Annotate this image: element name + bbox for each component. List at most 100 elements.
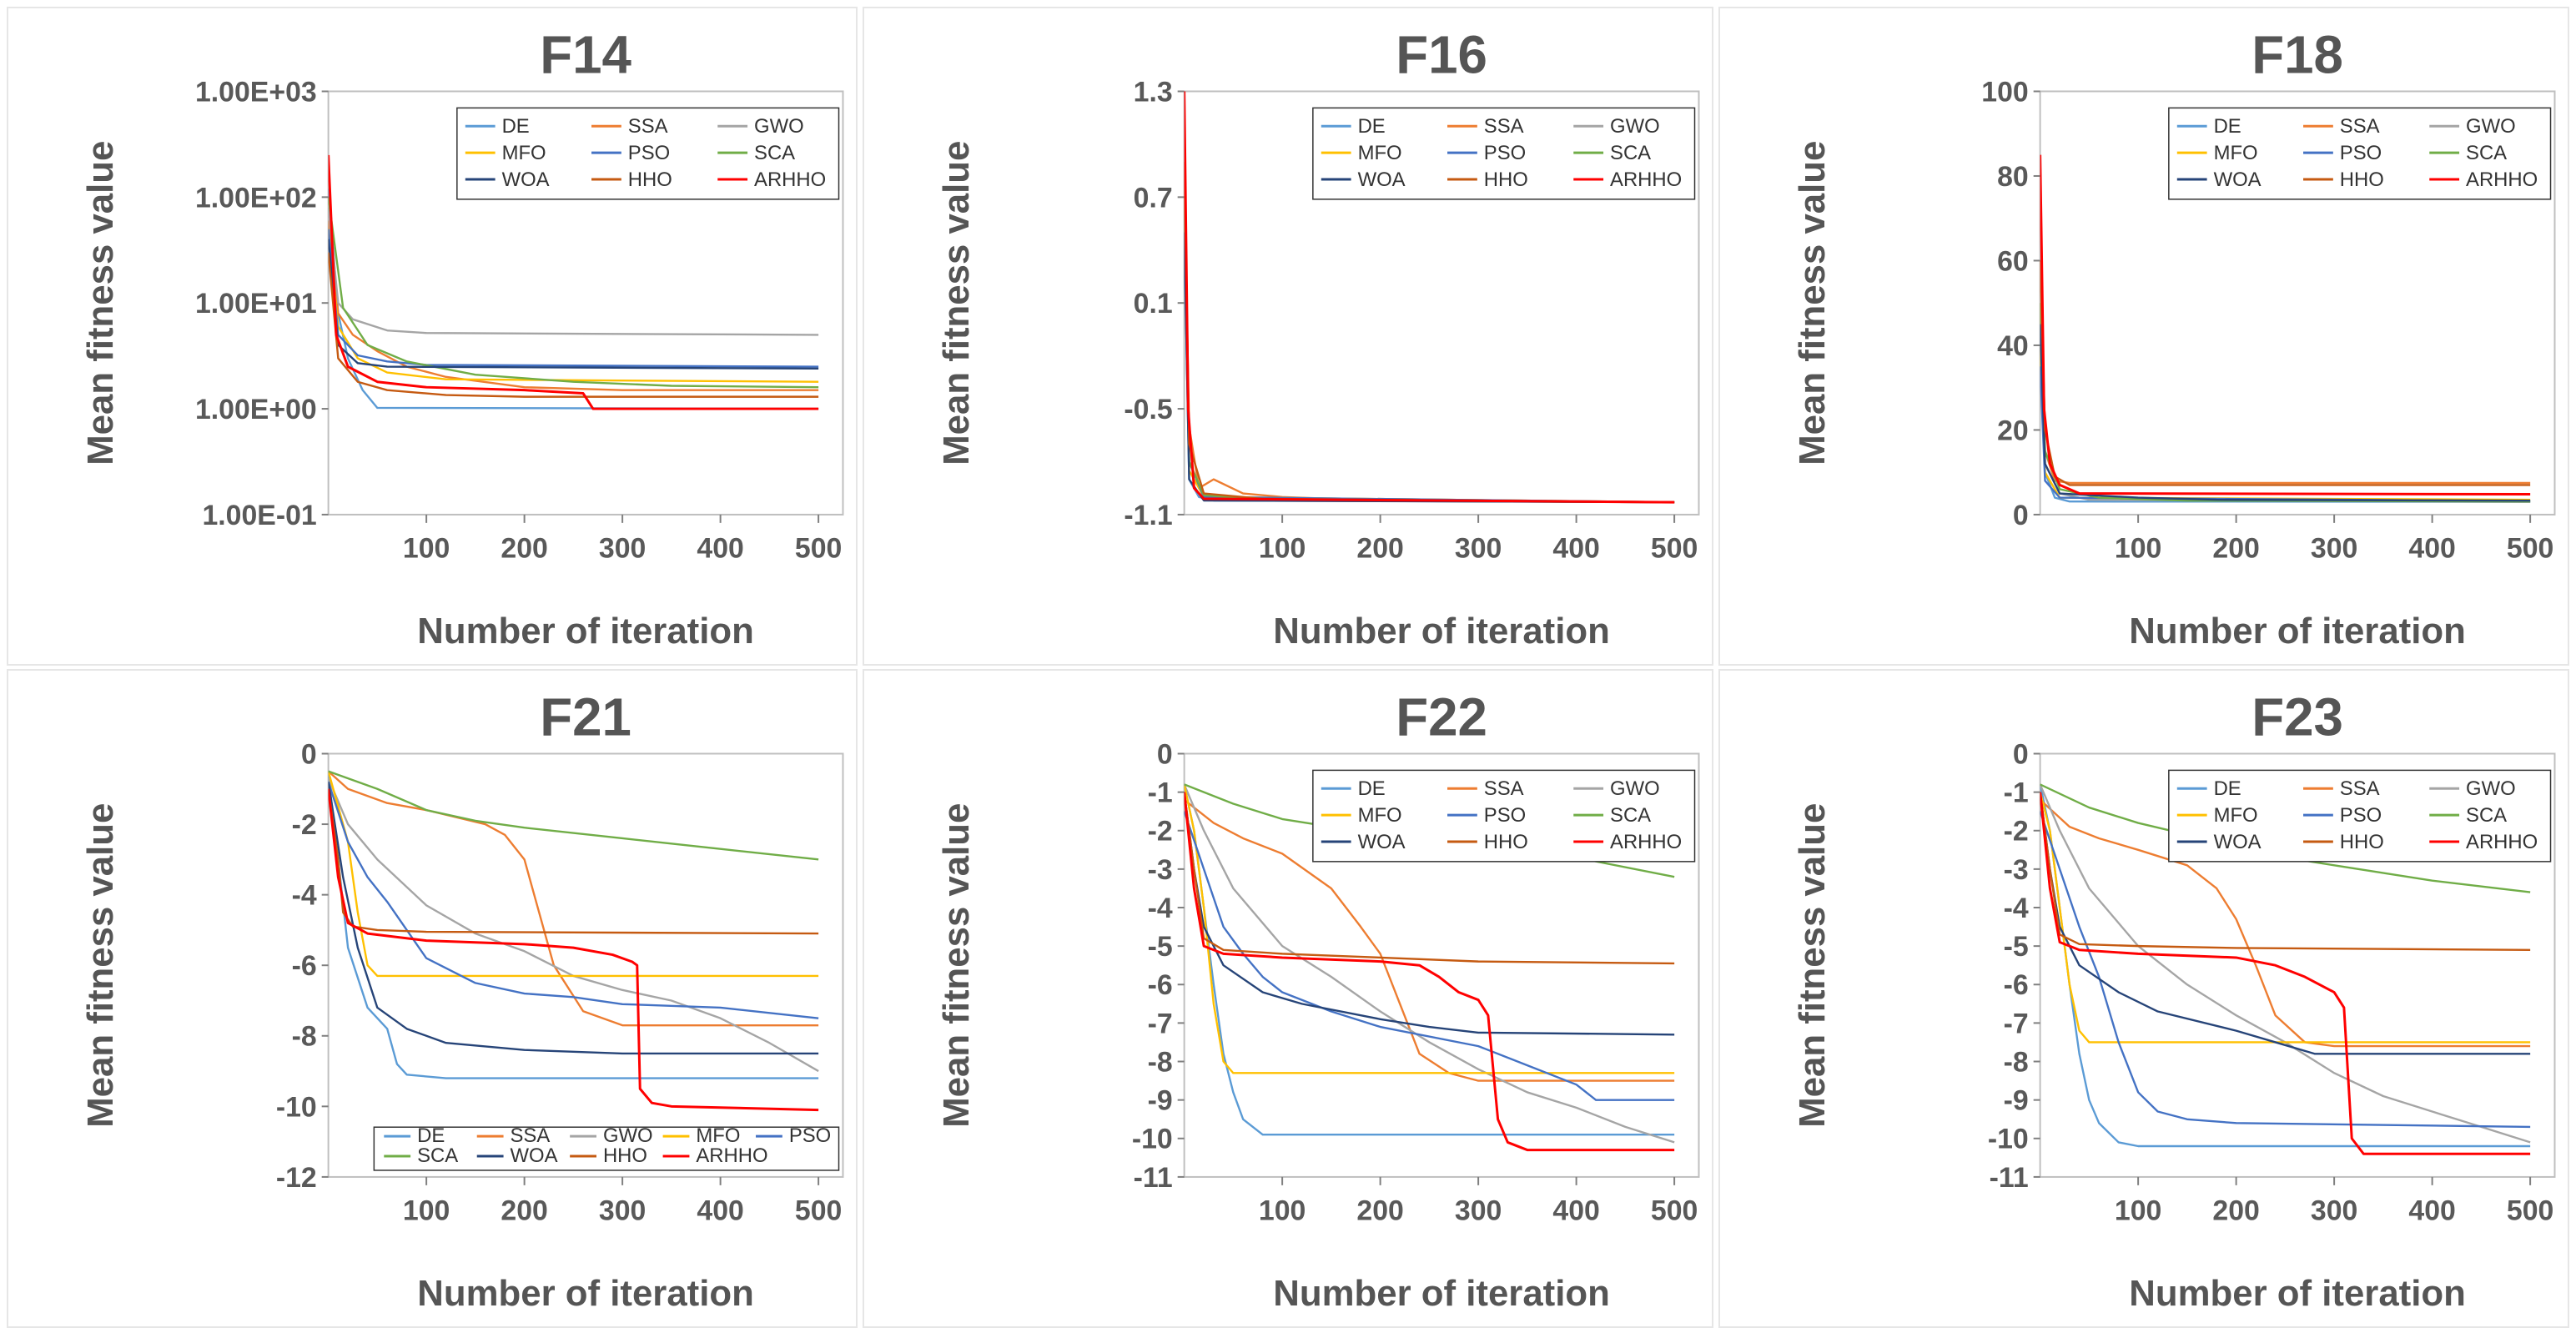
y-tick-label: 0 bbox=[2013, 500, 2029, 531]
legend-label-arhho: ARHHO bbox=[2466, 169, 2538, 191]
legend-label-sca: SCA bbox=[2466, 804, 2507, 827]
plot-area bbox=[327, 752, 844, 1178]
legend-label-mfo: MFO bbox=[696, 1124, 740, 1147]
x-tick-label: 200 bbox=[501, 533, 547, 565]
legend-label-gwo: GWO bbox=[754, 115, 804, 138]
y-tick-label: 1.3 bbox=[1134, 76, 1173, 108]
legend-label-de: DE bbox=[2214, 777, 2241, 800]
legend-label-woa: WOA bbox=[2214, 169, 2262, 191]
y-tick-label: -10 bbox=[1988, 1124, 2029, 1155]
x-axis-label: Number of iteration bbox=[417, 1273, 754, 1314]
y-tick-label: -6 bbox=[2004, 969, 2029, 1001]
chart-panel-f21: F21 Mean fitness value Number of iteration… bbox=[7, 669, 858, 1328]
series-group bbox=[328, 770, 819, 1112]
y-tick-label: 1.00E+00 bbox=[195, 394, 317, 425]
y-tick-label: -4 bbox=[292, 880, 317, 912]
legend-label-arhho: ARHHO bbox=[2466, 831, 2538, 853]
legend-label-pso: PSO bbox=[2340, 804, 2382, 827]
legend-label-gwo: GWO bbox=[1610, 115, 1660, 138]
y-tick-label: 0 bbox=[1157, 738, 1173, 770]
chart-panel-f22: F22 Mean fitness value Number of iteration… bbox=[863, 669, 1713, 1328]
x-tick-label: 100 bbox=[1259, 533, 1306, 565]
legend-label-arhho: ARHHO bbox=[696, 1144, 767, 1167]
y-tick-label: -3 bbox=[1148, 854, 1173, 886]
legend-label-mfo: MFO bbox=[1358, 804, 1402, 827]
x-axis-label: Number of iteration bbox=[2129, 1273, 2466, 1314]
plot-area bbox=[2039, 752, 2556, 1178]
series-line-pso bbox=[1184, 811, 1675, 1101]
series-line-arhho bbox=[1184, 91, 1675, 504]
y-tick-label: -9 bbox=[2004, 1085, 2029, 1117]
series-line-de bbox=[2040, 345, 2531, 503]
y-tick-label: -2 bbox=[2004, 816, 2029, 848]
plot-area bbox=[1183, 90, 1700, 516]
x-tick-label: 400 bbox=[697, 533, 743, 565]
y-tick-label: 1.00E+03 bbox=[195, 76, 317, 108]
chart-panel-f23: F23 Mean fitness value Number of iteration… bbox=[1718, 669, 2569, 1328]
x-tick-label: 200 bbox=[2212, 533, 2259, 565]
legend-label-arhho: ARHHO bbox=[754, 169, 826, 191]
x-tick-label: 400 bbox=[1552, 533, 1599, 565]
y-tick-label: -1.1 bbox=[1124, 500, 1172, 531]
x-axis-label: Number of iteration bbox=[1273, 611, 1610, 651]
y-tick-label: -10 bbox=[1132, 1124, 1173, 1155]
series-line-pso bbox=[328, 781, 819, 1019]
y-tick-label: -8 bbox=[1148, 1046, 1173, 1078]
series-line-woa bbox=[328, 782, 819, 1055]
plot-area bbox=[2039, 90, 2556, 516]
x-axis-label: Number of iteration bbox=[417, 611, 754, 651]
legend-box bbox=[2168, 107, 2552, 200]
x-tick-label: 400 bbox=[1552, 1195, 1599, 1227]
legend-label-de: DE bbox=[1358, 777, 1386, 800]
legend-label-gwo: GWO bbox=[2466, 777, 2516, 800]
x-tick-label: 100 bbox=[403, 533, 450, 565]
x-tick-label: 200 bbox=[1356, 533, 1403, 565]
series-line-mfo bbox=[2040, 792, 2531, 1044]
legend-label-sca: SCA bbox=[1610, 142, 1651, 164]
x-tick-label: 200 bbox=[2212, 1195, 2259, 1227]
legend-label-gwo: GWO bbox=[603, 1124, 653, 1147]
series-line-hho bbox=[328, 788, 819, 935]
y-tick-label: 40 bbox=[1997, 330, 2029, 362]
legend-label-hho: HHO bbox=[1484, 831, 1528, 853]
x-tick-label: 200 bbox=[1356, 1195, 1403, 1227]
series-line-ssa bbox=[1184, 179, 1675, 504]
series-group bbox=[1184, 91, 1675, 504]
series-line-sca bbox=[328, 770, 819, 861]
y-tick-label: -11 bbox=[1990, 1162, 2029, 1194]
x-tick-label: 400 bbox=[697, 1195, 743, 1227]
legend-label-de: DE bbox=[502, 115, 530, 138]
x-axis-label: Number of iteration bbox=[1273, 1273, 1610, 1314]
legend-label-woa: WOA bbox=[511, 1144, 558, 1167]
chart-panel-f14: F14 Mean fitness value Number of iteration… bbox=[7, 7, 858, 666]
y-tick-label: -11 bbox=[1134, 1162, 1173, 1194]
legend-label-gwo: GWO bbox=[2466, 115, 2516, 138]
x-tick-label: 500 bbox=[795, 533, 842, 565]
legend-label-woa: WOA bbox=[1358, 831, 1406, 853]
series-group bbox=[328, 154, 819, 410]
plot-area bbox=[1183, 752, 1700, 1178]
x-tick-label: 400 bbox=[2408, 533, 2455, 565]
legend-box bbox=[373, 1126, 840, 1171]
series-line-mfo bbox=[2040, 345, 2531, 501]
legend-label-ssa: SSA bbox=[1484, 777, 1524, 800]
legend-label-ssa: SSA bbox=[2340, 115, 2380, 138]
chart-title: F21 bbox=[540, 688, 631, 747]
series-line-gwo bbox=[2040, 324, 2531, 503]
legend-label-ssa: SSA bbox=[1484, 115, 1524, 138]
y-tick-label: -5 bbox=[2004, 931, 2029, 963]
series-line-mfo bbox=[1184, 784, 1675, 1074]
y-tick-label: -8 bbox=[292, 1021, 317, 1053]
y-tick-label: -2 bbox=[1148, 816, 1173, 848]
series-line-hho bbox=[2040, 792, 2531, 951]
y-tick-label: -5 bbox=[1148, 931, 1173, 963]
series-line-de bbox=[1184, 232, 1675, 504]
legend-label-mfo: MFO bbox=[2214, 804, 2258, 827]
legend-box bbox=[2168, 769, 2552, 863]
y-axis-label: Mean fitness value bbox=[936, 803, 977, 1128]
y-tick-label: -1 bbox=[2004, 777, 2029, 809]
series-line-gwo bbox=[2040, 783, 2531, 1144]
y-tick-label: -4 bbox=[1148, 893, 1173, 924]
y-tick-label: -2 bbox=[292, 809, 317, 841]
legend-label-arhho: ARHHO bbox=[1610, 169, 1682, 191]
